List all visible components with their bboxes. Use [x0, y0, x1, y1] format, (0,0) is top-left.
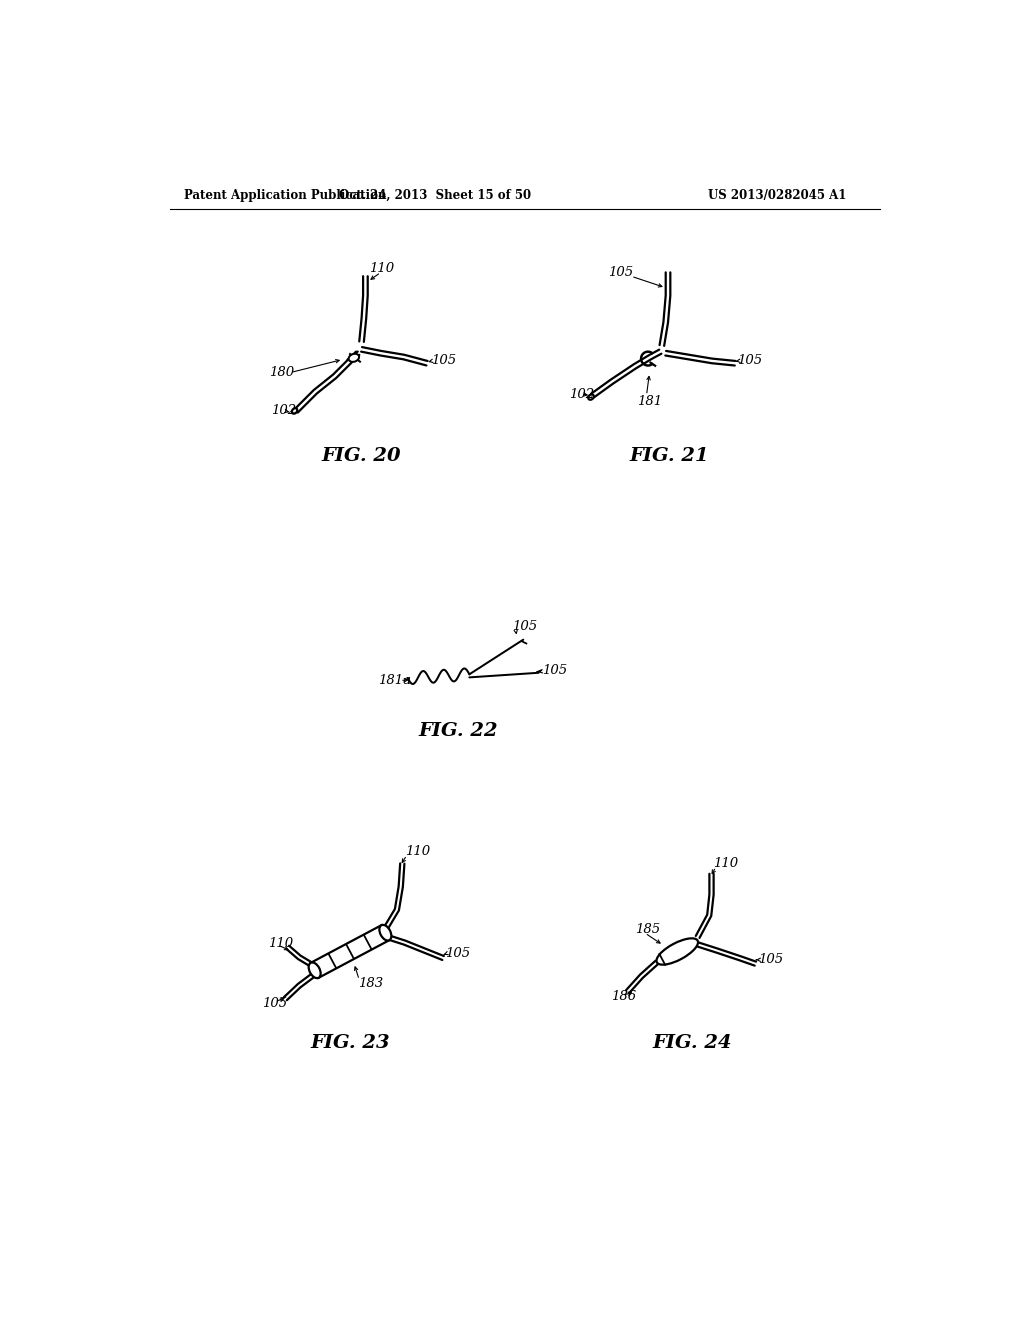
Text: FIG. 20: FIG. 20 — [322, 447, 401, 465]
Text: 105: 105 — [758, 953, 782, 966]
Text: 105: 105 — [512, 620, 537, 634]
Text: 105: 105 — [445, 946, 471, 960]
Text: 185: 185 — [635, 924, 660, 936]
Text: 105: 105 — [262, 997, 288, 1010]
Text: FIG. 22: FIG. 22 — [418, 722, 498, 741]
Text: 110: 110 — [268, 937, 294, 950]
Text: 183: 183 — [357, 977, 383, 990]
Text: 181: 181 — [637, 395, 663, 408]
Text: 110: 110 — [370, 261, 394, 275]
Text: 102: 102 — [271, 404, 297, 417]
Text: FIG. 24: FIG. 24 — [653, 1034, 732, 1052]
Ellipse shape — [588, 395, 594, 400]
Text: 105: 105 — [431, 354, 456, 367]
Text: 105: 105 — [542, 664, 567, 677]
Text: 105: 105 — [737, 354, 763, 367]
Text: 110: 110 — [404, 846, 430, 858]
Text: 105: 105 — [608, 265, 633, 279]
Text: FIG. 21: FIG. 21 — [630, 447, 710, 465]
Text: 102: 102 — [569, 388, 595, 400]
Ellipse shape — [292, 408, 297, 413]
Ellipse shape — [308, 962, 321, 978]
Text: 110: 110 — [713, 857, 738, 870]
Text: FIG. 23: FIG. 23 — [310, 1034, 390, 1052]
Text: 186: 186 — [610, 990, 636, 1003]
Text: Patent Application Publication: Patent Application Publication — [184, 189, 387, 202]
Text: Oct. 24, 2013  Sheet 15 of 50: Oct. 24, 2013 Sheet 15 of 50 — [339, 189, 530, 202]
Ellipse shape — [348, 354, 359, 362]
Ellipse shape — [656, 939, 698, 965]
Polygon shape — [310, 925, 389, 978]
Text: 181a: 181a — [379, 675, 412, 686]
Text: 180: 180 — [269, 366, 294, 379]
Ellipse shape — [379, 925, 391, 941]
Text: US 2013/0282045 A1: US 2013/0282045 A1 — [709, 189, 847, 202]
